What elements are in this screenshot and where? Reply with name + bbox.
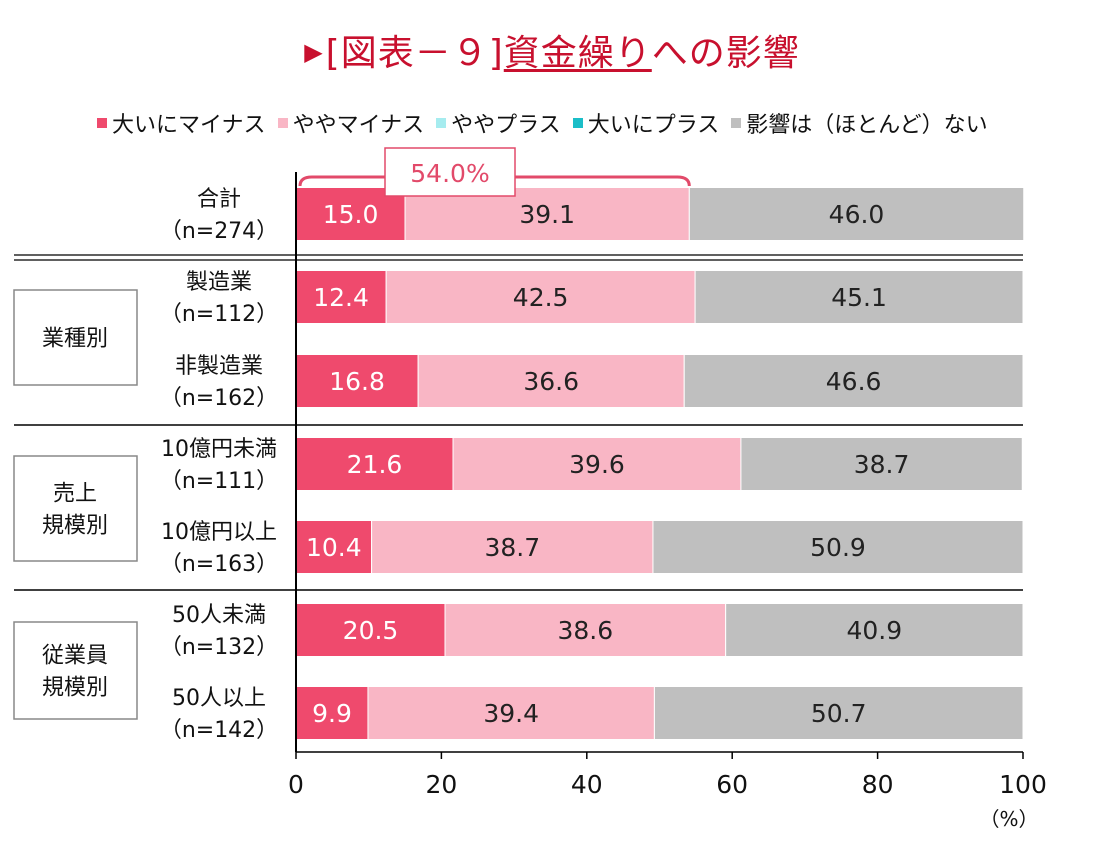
bar-segment [295, 520, 373, 574]
data-label: 38.7 [484, 533, 540, 562]
bar-segment [652, 520, 1024, 574]
bar-segment [694, 270, 1024, 324]
bar-segment [683, 354, 1024, 408]
data-label: 40.9 [846, 616, 902, 645]
category-n-label: （n=142） [160, 718, 278, 743]
legend-swatch [97, 118, 107, 128]
bar-segment [688, 187, 1025, 241]
category-n-label: （n=112） [160, 302, 278, 327]
x-tick-label: 0 [288, 770, 304, 799]
data-label: 16.8 [329, 367, 385, 396]
legend-item: ややマイナス [277, 107, 425, 139]
bar-segment [295, 686, 369, 740]
legend-swatch [277, 118, 288, 128]
data-label: 45.1 [831, 283, 887, 312]
category-n-label: （n=163） [160, 552, 278, 577]
bar-segment [295, 354, 419, 408]
bar-segment [385, 270, 696, 324]
data-label: 10.4 [306, 533, 362, 562]
annotation-box [384, 147, 516, 197]
title-suffix: への影響 [651, 33, 800, 74]
bar-segment [452, 437, 742, 491]
group-label: 規模別 [42, 514, 108, 539]
x-unit-label: （%） [979, 807, 1038, 831]
group-label: 従業員 [42, 644, 108, 669]
data-label: 50.7 [811, 699, 867, 728]
legend-label: ややプラス [451, 113, 561, 138]
category-label: 非製造業 [175, 354, 263, 379]
bar-segment [295, 270, 387, 324]
legend-swatch [731, 118, 742, 128]
group-label: 業種別 [42, 327, 108, 352]
data-label: 12.4 [313, 283, 369, 312]
data-label: 39.6 [569, 450, 625, 479]
data-label: 39.4 [483, 699, 539, 728]
legend: 大いにマイナス ややマイナス ややプラス 大いにプラス 影響は（ほとんど）ない [97, 108, 1097, 138]
data-label: 46.6 [826, 367, 882, 396]
legend-label: 大いにプラス [587, 113, 720, 138]
category-n-label: （n=162） [160, 386, 278, 411]
legend-item: 影響は（ほとんど）ない [731, 107, 988, 139]
annotation-label: 54.0% [410, 159, 489, 188]
data-label: 50.9 [810, 533, 866, 562]
category-label: 合計 [197, 187, 241, 212]
bar-segment [444, 603, 727, 657]
x-tick-label: 80 [862, 770, 894, 799]
bar-segment [417, 354, 685, 408]
group-box [13, 621, 138, 720]
group-label: 売上 [53, 482, 97, 507]
title-triangle-icon: ▶ [304, 38, 324, 66]
group-label: 規模別 [42, 676, 108, 701]
category-label: 10億円未満 [161, 437, 277, 462]
data-label: 21.6 [347, 450, 403, 479]
category-n-label: （n=111） [160, 469, 278, 494]
title-subject: 資金繰り [503, 33, 652, 74]
category-label: 50人未満 [172, 603, 266, 628]
data-label: 42.5 [513, 283, 569, 312]
bar-segment [295, 603, 446, 657]
data-label: 38.7 [854, 450, 910, 479]
bar-segment [367, 686, 655, 740]
group-box [13, 289, 138, 386]
data-label: 20.5 [343, 616, 399, 645]
legend-label: 大いにマイナス [112, 113, 266, 138]
group-box [13, 455, 138, 562]
legend-item: 大いにマイナス [97, 107, 266, 139]
data-label: 36.6 [523, 367, 579, 396]
data-label: 9.9 [312, 699, 352, 728]
legend-label: 影響は（ほとんど）ない [746, 113, 988, 138]
data-label: 38.6 [558, 616, 614, 645]
data-label: 15.0 [323, 200, 379, 229]
x-tick-label: 100 [999, 770, 1047, 799]
category-label: 10億円以上 [161, 520, 277, 545]
category-n-label: （n=132） [160, 635, 278, 660]
bar-segment [653, 686, 1024, 740]
chart-title: ▶[図表－９]資金繰りへの影響 [0, 24, 1104, 76]
bar-segment [725, 603, 1024, 657]
category-label: 製造業 [186, 270, 252, 295]
legend-item: 大いにプラス [572, 107, 720, 139]
legend-swatch [436, 118, 447, 128]
legend-item: ややプラス [436, 107, 561, 139]
bar-segment [295, 437, 454, 491]
x-tick-label: 60 [716, 770, 748, 799]
category-label: 50人以上 [172, 686, 266, 711]
bar-segment [740, 437, 1023, 491]
category-n-label: （n=274） [160, 219, 278, 244]
x-tick-label: 20 [425, 770, 457, 799]
title-prefix: [図表－９] [325, 33, 504, 74]
legend-swatch [572, 118, 583, 128]
bar-segment [371, 520, 654, 574]
data-label: 46.0 [829, 200, 885, 229]
x-tick-label: 40 [571, 770, 603, 799]
data-label: 39.1 [519, 200, 575, 229]
legend-label: ややマイナス [292, 113, 425, 138]
